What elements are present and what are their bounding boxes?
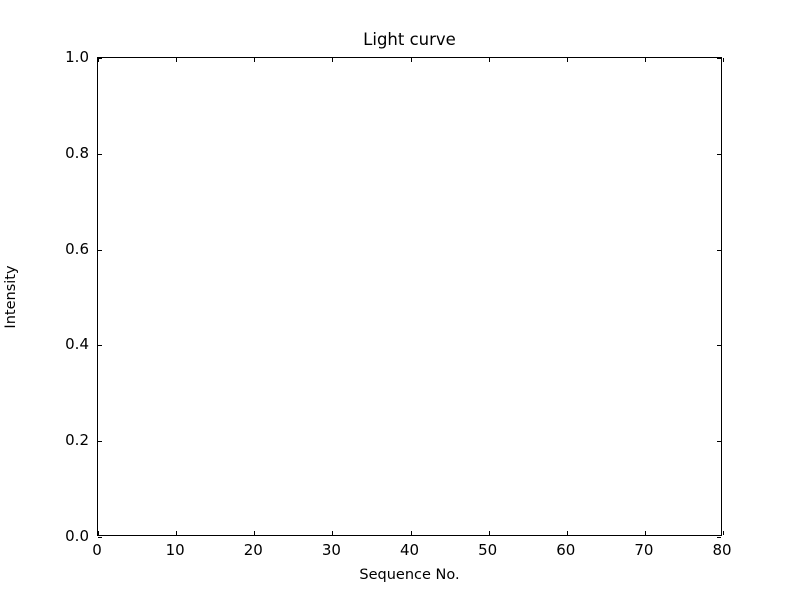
x-tick-label: 40 (399, 541, 420, 559)
y-tick-mark (98, 153, 102, 155)
x-tick-label: 0 (92, 541, 102, 559)
x-axis-label: Sequence No. (359, 567, 460, 583)
y-tick-label-text: 0.2 (65, 431, 89, 450)
x-tick-mark-top (332, 58, 334, 62)
y-tick-mark-right (717, 537, 721, 538)
x-tick-mark (488, 531, 490, 535)
x-tick-mark-top (566, 58, 568, 62)
y-tick-mark-right (717, 153, 721, 155)
x-tick-label: 20 (243, 541, 263, 559)
y-axis-label: Intensity (3, 264, 19, 329)
y-tick-label-text: 0.8 (65, 143, 89, 162)
x-tick-mark (176, 531, 178, 535)
y-tick-label-text: 0.4 (65, 335, 89, 354)
x-tick-label: 50 (478, 541, 498, 559)
x-tick-mark (566, 531, 568, 535)
y-tick-mark-right (717, 249, 721, 251)
y-tick-label-text: 0.0 (65, 527, 89, 545)
y-tick-mark-right (717, 58, 721, 59)
x-tick-label: 30 (321, 541, 341, 559)
y-tick-label-text: 0.6 (65, 239, 89, 258)
y-tick-mark (98, 441, 102, 443)
y-tick-mark-right (717, 345, 721, 347)
x-tick-mark-top (488, 58, 490, 62)
plot-axes[interactable] (97, 57, 724, 538)
y-tick-mark (98, 345, 102, 347)
y-tick-mark (98, 58, 102, 59)
x-tick-mark-top (254, 58, 256, 62)
plot-data-area[interactable] (98, 58, 721, 535)
x-tick-mark-top (176, 58, 178, 62)
y-tick-mark (98, 537, 102, 538)
chart-title: Light curve (363, 30, 456, 49)
x-tick-label: 80 (712, 541, 732, 559)
x-tick-mark (410, 531, 412, 535)
x-tick-mark-top (723, 58, 724, 62)
y-axis-label-container: Intensity (0, 57, 22, 536)
x-tick-mark (254, 531, 256, 535)
x-tick-mark (723, 531, 724, 535)
x-tick-mark (644, 531, 646, 535)
x-tick-mark-top (98, 58, 99, 62)
x-tick-mark (98, 531, 99, 535)
y-tick-mark (98, 249, 102, 251)
x-tick-mark (332, 531, 334, 535)
x-tick-label: 10 (165, 541, 185, 559)
y-tick-label-text: 1.0 (65, 48, 89, 66)
y-tick-mark-right (717, 441, 721, 443)
x-tick-mark-top (410, 58, 412, 62)
x-tick-mark-top (644, 58, 646, 62)
x-tick-label: 70 (634, 541, 654, 559)
x-tick-label: 60 (556, 541, 576, 559)
